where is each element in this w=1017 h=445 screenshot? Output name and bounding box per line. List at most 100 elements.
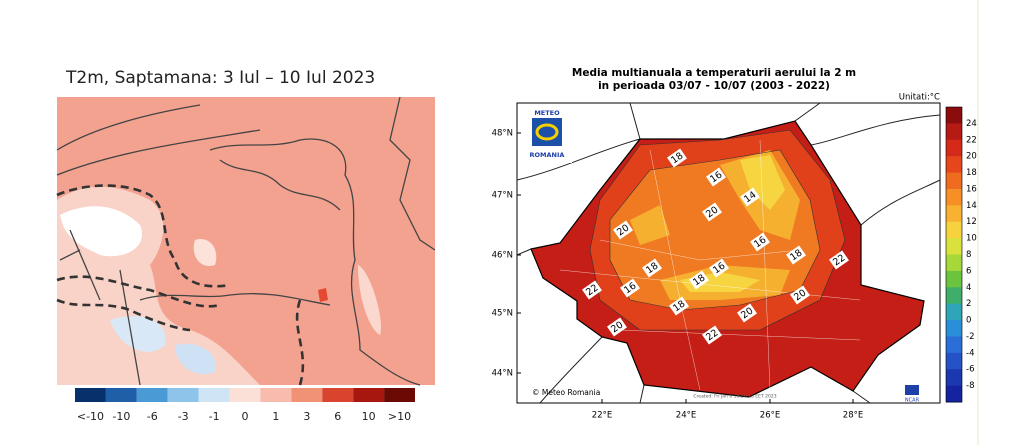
colorbar-swatch — [946, 270, 962, 288]
colorbar-label: 16 — [966, 184, 977, 194]
legend-swatch — [198, 388, 230, 402]
legend-label: 3 — [303, 410, 310, 423]
left-map — [56, 96, 436, 386]
contour-label-box — [689, 270, 709, 290]
legend-label: <-10 — [77, 410, 104, 423]
colorbar-swatch — [946, 156, 962, 174]
contour-label-box — [607, 317, 627, 337]
colorbar-label: 4 — [966, 283, 971, 293]
contour-label-box — [786, 245, 806, 265]
legend-swatch — [260, 388, 292, 402]
legend-swatch — [322, 388, 354, 402]
units: Unitati:°C — [899, 93, 940, 103]
logo-text: METEO — [534, 109, 560, 117]
legend-swatch — [353, 388, 385, 402]
colorbar-swatch — [946, 352, 962, 370]
colorbar-label: 18 — [966, 168, 977, 178]
contour-label-box — [613, 220, 633, 240]
contour-label-box — [706, 167, 726, 187]
colorbar-label: 14 — [966, 201, 977, 211]
latitude-label: 47°N — [492, 191, 513, 201]
colorbar-swatch — [946, 303, 962, 321]
colorbar-label: -6 — [966, 365, 974, 375]
left-title: T2m, Saptamana: 3 Iul – 10 Iul 2023 — [65, 68, 375, 88]
created-note: Created: Fri Jan 6 16:26:13 EET 2023 — [693, 394, 776, 400]
contour-label-box — [790, 285, 810, 305]
colorbar-swatch — [946, 385, 962, 403]
legend-swatch — [75, 388, 106, 402]
left-legend: <-10 -10 -6 -3 -1 0 1 3 6 10 >10 — [75, 388, 415, 423]
colorbar-label: 12 — [966, 217, 977, 227]
colorbar-swatch — [946, 336, 962, 354]
latitude-label: 44°N — [492, 369, 513, 379]
contour-label-box — [709, 258, 729, 278]
longitude-label: 22°E — [592, 411, 612, 421]
legend-label: 6 — [334, 410, 341, 423]
contour-label-box — [620, 278, 640, 298]
legend-label: 1 — [272, 410, 279, 423]
colorbar-swatch — [946, 107, 962, 124]
contour-label-box — [642, 258, 662, 278]
contour-label-box — [737, 303, 757, 323]
logo-text: ROMANIA — [530, 151, 565, 159]
latitude-label: 46°N — [492, 251, 513, 261]
legend-label: -6 — [147, 410, 158, 423]
right-map — [516, 102, 941, 404]
legend-swatch — [291, 388, 323, 402]
colorbar-label: 20 — [966, 152, 977, 162]
legend-swatch — [105, 388, 137, 402]
legend-swatch — [229, 388, 261, 402]
colorbar-swatch — [946, 205, 962, 223]
legend-label: 0 — [242, 410, 249, 423]
colorbar-label: -2 — [966, 332, 974, 342]
colorbar-swatch — [946, 287, 962, 305]
contour-label-box — [829, 250, 849, 270]
longitude-label: 26°E — [760, 411, 780, 421]
colorbar-label: 10 — [966, 234, 977, 244]
latitude-label: 48°N — [492, 129, 513, 139]
credit: NCAR — [905, 398, 920, 404]
contour-label-box — [702, 202, 722, 222]
copyright: © Meteo Romania — [532, 388, 600, 397]
contour-label-box — [702, 325, 722, 345]
legend-label: -3 — [178, 410, 189, 423]
colorbar-swatch — [946, 123, 962, 141]
contour-label-box — [667, 148, 687, 168]
colorbar-frame — [945, 106, 963, 403]
ncar-logo — [905, 385, 919, 395]
colorbar-label: 0 — [966, 316, 971, 326]
contour-label-box — [582, 280, 602, 300]
colorbar-label: 8 — [966, 250, 971, 260]
longitude-label: 28°E — [843, 411, 863, 421]
right-title-line: Media multianuala a temperaturii aerului… — [572, 67, 856, 79]
colorbar-swatch — [946, 254, 962, 272]
colorbar-swatch — [946, 188, 962, 206]
colorbar-label: 24 — [966, 119, 977, 129]
logo — [522, 108, 572, 163]
colorbar-label: -8 — [966, 381, 974, 391]
legend-label: -1 — [209, 410, 220, 423]
latitude-label: 45°N — [492, 309, 513, 319]
legend-swatch — [136, 388, 168, 402]
colorbar-label: -4 — [966, 348, 974, 358]
right-title-line: in perioada 03/07 - 10/07 (2003 - 2022) — [598, 80, 830, 92]
contour-label-box — [669, 296, 689, 316]
colorbar-label: 6 — [966, 266, 971, 276]
legend-label: 10 — [362, 410, 376, 423]
colorbar-swatch — [946, 139, 962, 157]
colorbar-swatch — [946, 369, 962, 387]
contour-label-box — [750, 232, 770, 252]
colorbar-swatch — [946, 172, 962, 190]
legend-label: >10 — [388, 410, 411, 423]
legend-label: -10 — [112, 410, 130, 423]
legend-swatch — [167, 388, 199, 402]
longitude-label: 24°E — [676, 411, 696, 421]
colorbar-swatch — [946, 320, 962, 337]
contour-label-box — [740, 187, 760, 207]
legend-swatch — [384, 388, 415, 402]
colorbar-swatch — [946, 221, 962, 239]
colorbar-label: 22 — [966, 135, 977, 145]
